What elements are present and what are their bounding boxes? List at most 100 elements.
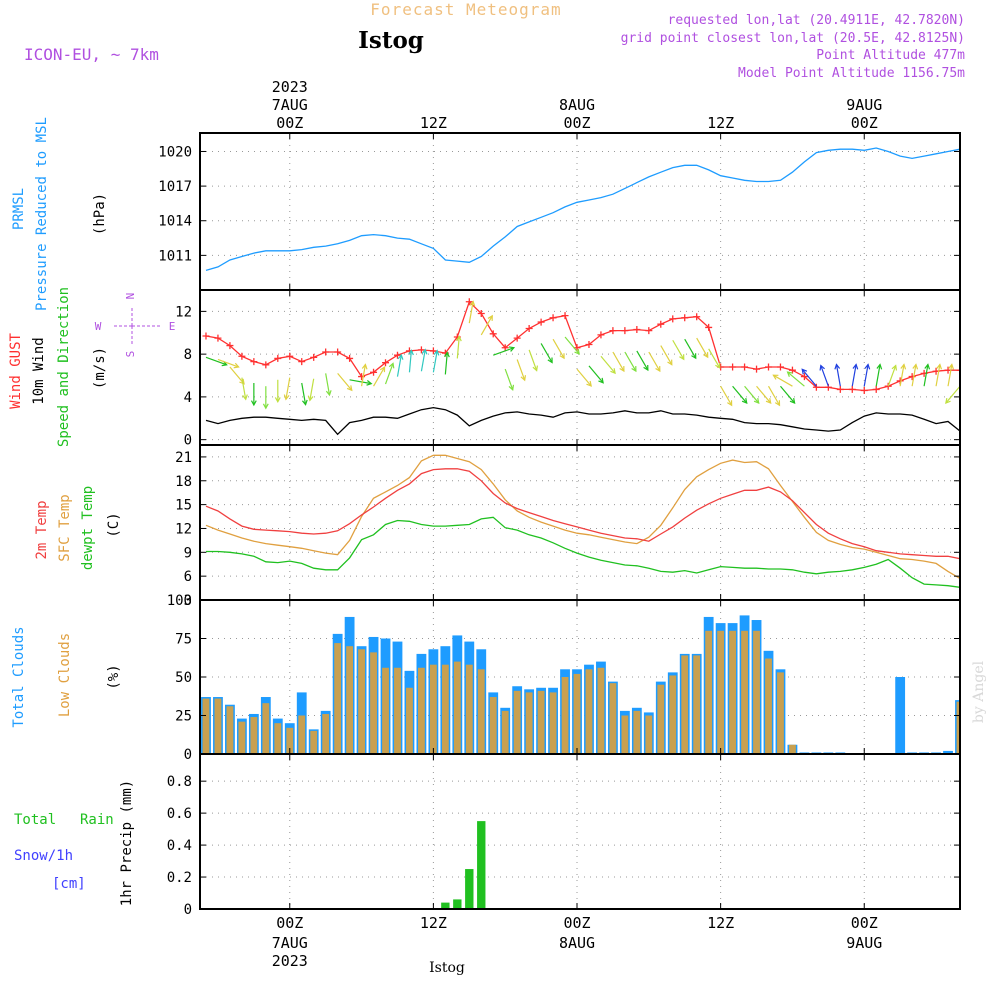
wind-direction-arrowhead: [361, 363, 368, 370]
wind-direction-arrow: [301, 382, 307, 405]
wind-direction-arrowhead: [469, 300, 476, 307]
low-clouds-bar: [441, 664, 449, 754]
wind-direction-arrow: [337, 372, 353, 391]
precip-panel-frame: [199, 753, 961, 910]
requested-coords: requested lon,lat (20.4911E, 42.7820N): [668, 13, 965, 28]
wind-direction-arrow: [972, 386, 983, 405]
gust-marker: [358, 373, 366, 381]
wind-direction-arrowhead: [508, 346, 516, 352]
precip-y-tick-label: 0.2: [167, 870, 192, 886]
wind-direction-arrow: [801, 368, 817, 387]
low-clouds-bar: [633, 710, 641, 754]
wind-direction-arrow: [576, 368, 592, 387]
wind-direction-arrowhead: [559, 353, 565, 360]
wind-direction-arrowhead: [619, 366, 625, 373]
wind-direction-arrowhead: [508, 384, 515, 391]
wind-direction-arrow: [923, 364, 929, 387]
wind-direction-arrow: [205, 356, 227, 366]
gust-marker: [609, 327, 617, 335]
wind-direction-arrow: [875, 364, 881, 387]
panel-frames: [199, 132, 961, 910]
wind-direction-arrow: [660, 345, 673, 365]
wind-direction-arrow: [744, 385, 760, 404]
pressure-unit: (hPa): [92, 193, 108, 235]
cloud-unit: (%): [106, 664, 122, 689]
wind-direction-arrowhead: [379, 366, 386, 373]
wind-direction-arrowhead: [834, 363, 841, 370]
wind-direction-arrowhead: [283, 394, 290, 401]
meteogram-title: Forecast Meteogram: [370, 0, 561, 19]
gust-marker: [812, 383, 820, 391]
gust-marker: [860, 386, 868, 394]
wind-y-tick-label: 12: [175, 304, 192, 320]
wind-y-tick-label: 4: [184, 390, 192, 406]
top-hour-label: 12Z: [707, 114, 734, 132]
model-altitude: Model Point Altitude 1156.75m: [738, 66, 965, 81]
gust-marker: [346, 354, 354, 362]
low-clouds-bar: [501, 710, 509, 754]
low-clouds-bar: [310, 730, 318, 754]
compass-east: E: [169, 320, 176, 333]
precip-label-total: Total: [14, 812, 56, 828]
wind-direction-arrowhead: [388, 362, 395, 369]
gust-marker: [549, 314, 557, 322]
wind-direction-arrow: [945, 385, 960, 404]
gust-marker: [956, 366, 960, 374]
compass-north: N: [124, 293, 137, 300]
low-clouds-bar: [729, 630, 737, 754]
bottom-hour-label: 00Z: [563, 914, 590, 932]
low-clouds-bar: [549, 692, 557, 754]
rain-bar: [441, 902, 450, 909]
model-label: ICON-EU, ~ 7km: [24, 45, 159, 64]
low-clouds-bar: [621, 715, 629, 754]
wind-direction-arrow: [767, 385, 781, 406]
gust-marker: [250, 358, 258, 366]
temperature-y-tick-label: 21: [175, 450, 192, 466]
wind-direction-arrow: [493, 347, 515, 356]
temp-label-sfc: SFC Temp: [57, 494, 73, 561]
wind-direction-arrowhead: [397, 353, 404, 360]
wind-direction-arrowhead: [772, 374, 779, 380]
top-date-label: 8AUG: [559, 96, 595, 114]
bottom-hour-label: 00Z: [851, 914, 878, 932]
total-clouds-bar: [991, 697, 1000, 754]
wind-direction-arrowhead: [876, 363, 883, 370]
low-clouds-bar: [513, 690, 521, 754]
wind-direction-arrowhead: [945, 398, 951, 405]
low-clouds-bar: [453, 661, 461, 754]
gust-marker: [645, 327, 653, 335]
gust-marker: [202, 332, 210, 340]
bottom-hour-label: 12Z: [420, 914, 447, 932]
wind-direction-arrowhead: [346, 385, 353, 392]
gust-marker: [274, 354, 282, 362]
wind-direction-arrow: [360, 364, 366, 387]
wind-direction-arrow: [835, 364, 841, 387]
gust-marker: [657, 320, 665, 328]
low-clouds-bar: [382, 667, 389, 754]
wind-direction-arrow: [612, 351, 625, 372]
wind-direction-arrow: [947, 364, 953, 387]
wind-direction-arrowhead: [532, 365, 539, 372]
grid-point-coords: grid point closest lon,lat (20.5E, 42.81…: [621, 31, 965, 46]
wind-direction-arrow: [540, 343, 553, 363]
wind-direction-arrowhead: [936, 363, 943, 370]
gust-marker: [884, 382, 892, 390]
low-clouds-bar: [681, 655, 689, 754]
pressure-labels: PRMSL Pressure Reduced to MSL (hPa): [11, 117, 108, 311]
precip-y-tick-label: 0.8: [167, 774, 192, 790]
wind-direction-arrowhead: [325, 390, 332, 397]
wind-direction-arrowhead: [586, 380, 592, 387]
temperature-y-tick-label: 15: [175, 498, 192, 514]
low-clouds-bar: [585, 669, 593, 754]
wind-direction-arrow: [564, 336, 580, 355]
low-clouds-bar: [202, 698, 210, 754]
top-hour-label: 00Z: [276, 114, 303, 132]
wind-direction-arrowhead: [655, 366, 661, 373]
wind-direction-arrowhead: [233, 362, 240, 369]
gust-marker: [501, 344, 509, 352]
wind-direction-arrowhead: [421, 348, 428, 355]
wind-direction-arrow: [600, 355, 616, 374]
wind-direction-arrowhead: [912, 363, 919, 370]
top-hour-label: 00Z: [563, 114, 590, 132]
gust-marker: [298, 358, 306, 366]
